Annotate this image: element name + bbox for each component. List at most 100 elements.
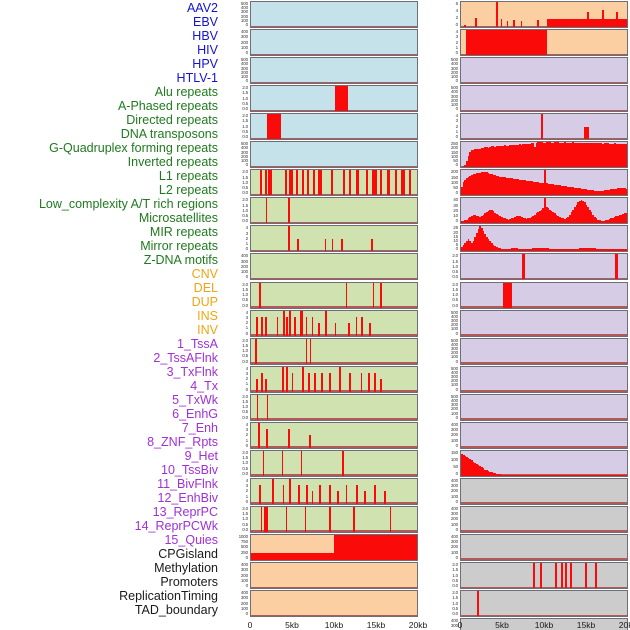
track-bar <box>285 506 288 532</box>
y-tick-label: 0 <box>455 190 459 196</box>
row-label: DUP <box>191 295 218 309</box>
track-panel[interactable] <box>460 85 628 113</box>
track-panel[interactable] <box>460 337 628 365</box>
track-panel[interactable] <box>460 281 628 309</box>
track-panel[interactable] <box>250 197 418 225</box>
track-background <box>461 2 627 27</box>
track-panel[interactable] <box>460 562 628 589</box>
track-panel[interactable] <box>250 57 418 85</box>
track-profile-column <box>537 248 540 252</box>
track-panel[interactable] <box>460 505 628 533</box>
track-profile-column <box>500 146 503 168</box>
track-profile-column <box>562 249 565 252</box>
track-profile-column <box>509 178 511 196</box>
track-panel[interactable] <box>250 253 418 281</box>
track-bar <box>289 310 292 336</box>
track-profile-column <box>469 217 472 224</box>
y-tick-label: 1.0 <box>242 460 248 466</box>
track-panel[interactable] <box>460 590 628 618</box>
track-panel[interactable] <box>250 337 418 365</box>
track-panel[interactable] <box>460 477 628 505</box>
track-panel[interactable] <box>250 141 418 169</box>
track-panel[interactable] <box>250 365 418 393</box>
track-profile-column <box>509 145 511 168</box>
track-profile-column <box>562 218 565 224</box>
track-panel[interactable] <box>250 421 418 449</box>
track-panel[interactable] <box>460 169 628 197</box>
track-profile-column <box>515 144 518 168</box>
y-tick-label: 150 <box>450 149 458 155</box>
track-panel[interactable] <box>460 141 628 169</box>
track-panel[interactable] <box>460 393 628 421</box>
track-panel[interactable] <box>250 29 418 57</box>
track-panel[interactable] <box>460 253 628 281</box>
track-panel[interactable] <box>460 421 628 449</box>
y-tick-label: 0 <box>455 330 459 336</box>
track-panel[interactable] <box>460 1 628 28</box>
track-panel[interactable] <box>250 562 418 589</box>
track-profile-column <box>464 455 467 476</box>
track-panel[interactable] <box>250 225 418 253</box>
track-panel[interactable] <box>460 618 628 630</box>
track-profile-column <box>485 172 488 196</box>
y-tick-label: 50 <box>453 463 458 469</box>
y-tick-label: 0.0 <box>242 218 248 224</box>
track-panel[interactable] <box>250 1 418 28</box>
track-panel[interactable] <box>250 113 418 141</box>
track-panel[interactable] <box>250 393 418 421</box>
track-bar <box>341 238 343 252</box>
track-panel[interactable] <box>460 225 628 253</box>
track-profile-column <box>580 142 583 168</box>
track-panel[interactable] <box>250 85 418 113</box>
track-panel[interactable] <box>460 365 628 393</box>
track-profile-column <box>512 178 515 196</box>
track-bar <box>299 310 303 336</box>
track-panel[interactable] <box>250 309 418 337</box>
y-tick-label: 100 <box>450 354 458 360</box>
track-bar <box>265 316 267 336</box>
track-profile-column <box>517 475 520 476</box>
track-panel[interactable] <box>250 449 418 477</box>
track-profile-column <box>573 187 576 196</box>
track-panel[interactable] <box>250 477 418 505</box>
track-bar <box>266 506 268 532</box>
y-tick-label: 400 <box>450 477 458 483</box>
track-panel[interactable] <box>460 197 628 225</box>
track-profile-column <box>575 187 578 196</box>
track-profile-column <box>470 150 473 168</box>
track-profile-column <box>550 210 553 224</box>
track-panel[interactable] <box>460 113 628 141</box>
y-tick-label: 2.0 <box>242 281 248 287</box>
track-profile-column <box>495 213 498 224</box>
track-profile-column <box>525 180 528 196</box>
track-panel[interactable] <box>250 590 418 618</box>
track-profile-column <box>548 183 551 196</box>
track-bar <box>564 563 567 588</box>
track-panel[interactable] <box>460 57 628 85</box>
track-profile-column <box>500 249 503 252</box>
track-profile-column <box>618 144 621 168</box>
track-background <box>461 170 627 196</box>
y-tick-label: 1.0 <box>242 95 248 101</box>
x-tick-label: 5kb <box>495 620 509 630</box>
track-panel[interactable] <box>250 281 418 309</box>
track-panel[interactable] <box>460 533 628 561</box>
y-tick-label: 0.5 <box>242 353 248 359</box>
track-profile-column <box>553 249 556 252</box>
y-tick-label: 2.0 <box>242 393 248 399</box>
track-bar <box>368 372 370 392</box>
track-panel[interactable] <box>250 505 418 533</box>
track-bar <box>265 198 268 224</box>
track-baseline <box>461 277 627 280</box>
track-panel[interactable] <box>460 29 628 57</box>
track-bar <box>329 485 331 504</box>
track-panel[interactable] <box>250 533 418 561</box>
track-profile-column <box>605 143 608 168</box>
track-panel[interactable] <box>460 449 628 477</box>
track-bar <box>476 591 479 617</box>
track-panel[interactable] <box>250 169 418 197</box>
track-profile-column <box>540 209 543 224</box>
track-panel[interactable] <box>460 309 628 337</box>
track-background <box>461 58 627 84</box>
track-profile-column <box>532 215 535 224</box>
